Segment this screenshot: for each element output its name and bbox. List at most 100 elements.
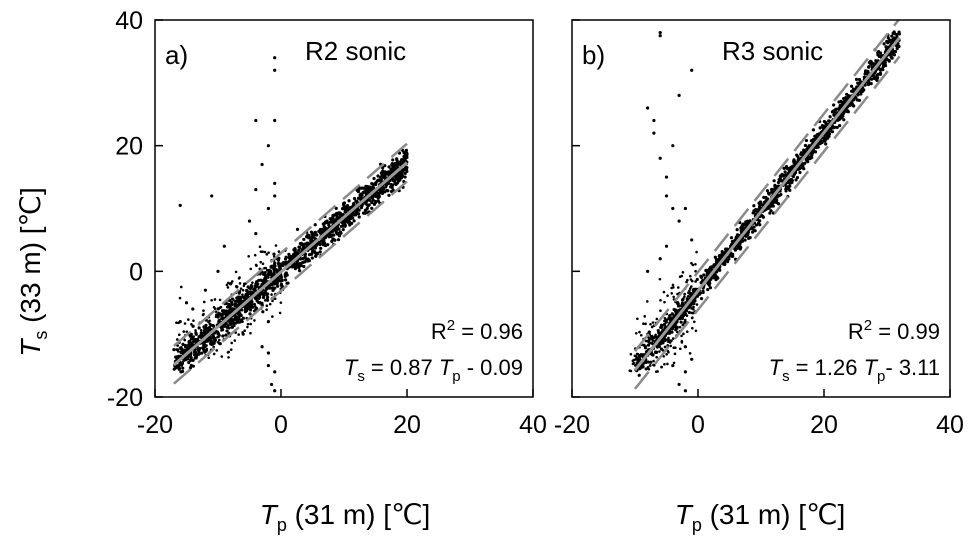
panel-b-point — [800, 165, 804, 170]
panel-a-point — [202, 300, 206, 304]
panel-a-outlier-point — [178, 320, 182, 324]
panel-a-point — [190, 323, 193, 326]
panel-a-point — [384, 185, 388, 189]
panel-a-point — [238, 282, 242, 285]
panel-b-point — [671, 283, 675, 287]
panel-a-point — [254, 307, 258, 311]
panel-b-point — [786, 185, 790, 189]
panel-b-point — [695, 303, 699, 306]
panel-a-point — [193, 356, 197, 360]
panel-b-point — [693, 298, 697, 303]
panel-a-point — [380, 191, 385, 196]
panel-a-point — [239, 299, 244, 303]
panel-a-point — [336, 216, 340, 220]
panel-b-point — [832, 103, 836, 107]
panel-b-point — [756, 208, 760, 212]
panel-b-point — [686, 278, 689, 282]
panel-b-point — [743, 238, 747, 242]
panel-b-point — [767, 204, 771, 208]
panel-a-title: R2 sonic — [305, 36, 406, 66]
panel-b-point — [842, 96, 846, 101]
panel-b-point — [784, 189, 788, 193]
x-axis-title-b-sub: p — [692, 515, 702, 535]
panel-a-point — [322, 228, 326, 232]
panel-a-point — [367, 188, 372, 192]
panel-a-point — [179, 285, 183, 289]
panel-a-point — [198, 346, 202, 351]
panel-a-point — [267, 251, 270, 254]
panel-a-point — [363, 208, 368, 212]
panel-a-point — [253, 319, 256, 322]
panel-a-point — [224, 321, 228, 326]
panel-b-point — [792, 158, 796, 162]
panel-a-point — [376, 199, 380, 203]
panel-b-point — [676, 302, 680, 306]
panel-b-point — [724, 247, 728, 251]
panel-b-point — [808, 155, 812, 159]
panel-b-point — [635, 352, 639, 356]
panel-b-x-tick-label: -20 — [554, 411, 590, 439]
panel-b-point — [752, 209, 756, 213]
panel-b-point — [825, 134, 829, 138]
panel-a-point — [220, 327, 224, 331]
panel-a-point — [405, 153, 409, 157]
panel-a-point — [354, 209, 359, 213]
panel-b-point — [887, 59, 891, 63]
panel-a-point — [318, 227, 322, 232]
panel-a-point — [261, 295, 266, 300]
panel-b-point — [788, 188, 792, 192]
panel-a-point — [263, 278, 267, 282]
x-axis-title-b: Tp (31 m) [℃] — [675, 499, 846, 535]
panel-b-point — [892, 53, 897, 57]
panel-a-point — [235, 296, 239, 300]
panel-b-point — [649, 337, 654, 341]
panel-b-point — [809, 151, 814, 155]
panel-a-point — [225, 329, 229, 333]
panel-a-point — [243, 329, 246, 332]
panel-a-point — [281, 263, 285, 268]
panel-b-point — [668, 341, 672, 344]
panel-b-point — [659, 341, 663, 345]
panel-a-point — [181, 366, 185, 370]
panel-a-point — [234, 321, 238, 325]
panel-a-point — [225, 283, 229, 287]
panel-b-point — [629, 352, 633, 356]
panel-b-point — [864, 69, 868, 73]
panel-a-point — [250, 302, 254, 307]
panel-a-point — [216, 335, 219, 339]
panel-a-point — [217, 319, 221, 323]
panel-a-point — [245, 289, 250, 294]
panel-a-point — [334, 206, 338, 210]
panel-b-point — [804, 158, 809, 162]
panel-b-point — [867, 65, 871, 69]
panel-a-point — [234, 270, 238, 274]
panel-a-outlier-point — [266, 363, 270, 368]
panel-a-point — [328, 217, 332, 221]
panel-b-point — [659, 347, 663, 351]
panel-b-point — [690, 307, 693, 310]
panel-a-plot-area — [172, 56, 409, 393]
panel-b-point — [694, 262, 697, 266]
panel-a-point — [332, 219, 336, 224]
panel-a-point — [343, 224, 347, 228]
panel-a-point — [387, 165, 391, 169]
panel-b-point — [776, 180, 781, 185]
panel-b-point — [670, 286, 673, 290]
panel-b-point — [680, 339, 684, 343]
panel-b-point — [883, 60, 887, 64]
panel-b-point — [644, 359, 648, 364]
panel-b-point — [838, 117, 842, 121]
panel-a-point — [257, 292, 261, 297]
panel-a-point — [382, 173, 387, 177]
panel-a-point — [194, 329, 197, 332]
panel-a-point — [395, 157, 399, 161]
panel-a-point — [305, 243, 309, 247]
panel-b-point — [789, 177, 793, 182]
panel-a-point — [404, 148, 408, 152]
panel-a-point — [365, 185, 370, 189]
panel-b-point — [894, 32, 899, 37]
panel-a-point — [295, 263, 299, 267]
panel-b-point — [666, 338, 670, 341]
panel-a-point — [379, 171, 383, 175]
panel-a-point — [270, 293, 273, 296]
